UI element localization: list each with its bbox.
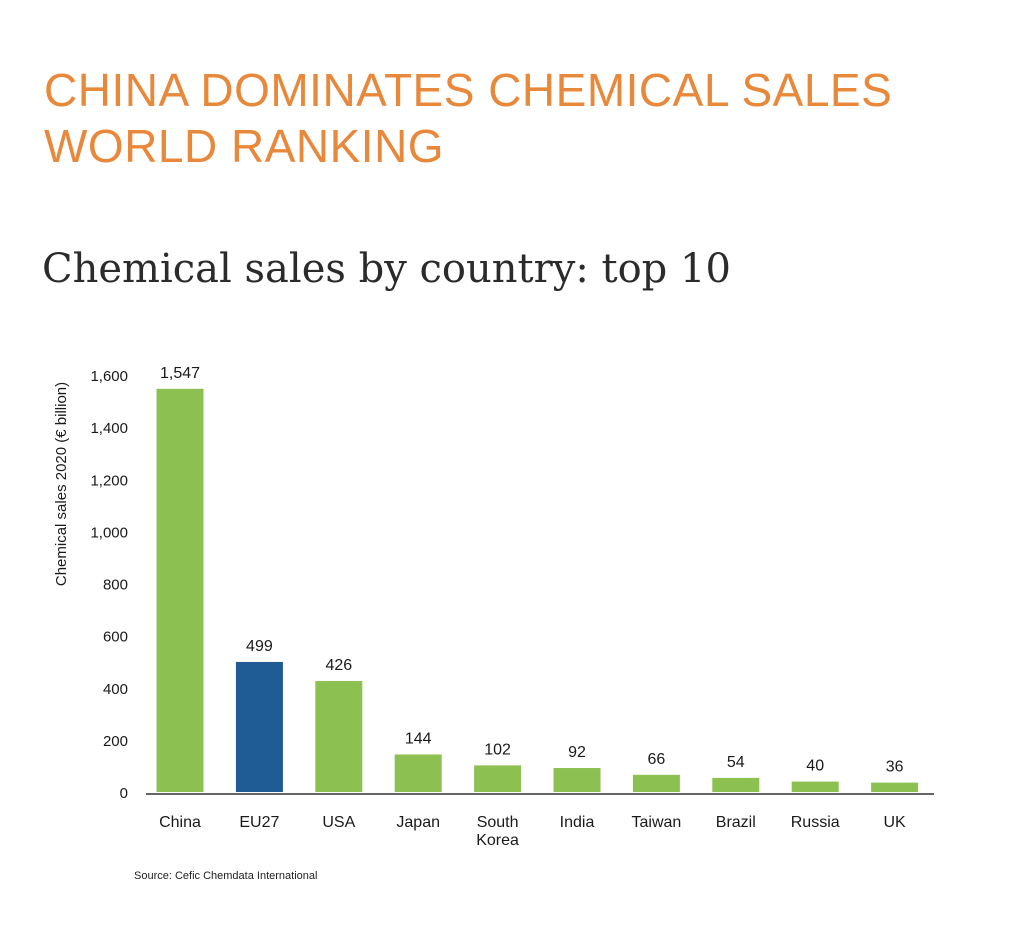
y-tick-label: 200 — [103, 733, 128, 750]
value-label-russia: 40 — [806, 758, 824, 775]
category-label-uk: UK — [883, 814, 906, 831]
value-label-usa: 426 — [325, 657, 352, 674]
value-label-taiwan: 66 — [648, 751, 666, 768]
category-label-russia: Russia — [791, 814, 840, 831]
y-tick-label: 1,200 — [90, 472, 128, 489]
y-axis-title: Chemical sales 2020 (€ billion) — [53, 382, 70, 586]
bar-india — [553, 768, 601, 792]
category-label-usa: USA — [322, 814, 355, 831]
value-label-india: 92 — [568, 744, 586, 761]
bar-south-korea — [474, 765, 522, 792]
value-label-japan: 144 — [405, 730, 432, 747]
bar-china — [156, 388, 204, 792]
bar-eu27 — [235, 661, 283, 792]
y-axis-title-group: Chemical sales 2020 (€ billion) — [53, 382, 70, 586]
headline-line-1: CHINA DOMINATES CHEMICAL SALES — [44, 64, 893, 116]
bar-taiwan — [632, 774, 680, 792]
bar-brazil — [712, 777, 760, 792]
y-tick-label: 400 — [103, 681, 128, 698]
category-label-japan: Japan — [396, 814, 440, 831]
category-label-taiwan: Taiwan — [631, 814, 681, 831]
x-axis-labels: China EU27 USA Japan South Korea India Taiwan Br… — [159, 814, 906, 849]
value-label-eu27: 499 — [246, 638, 273, 655]
value-label-uk: 36 — [886, 759, 904, 776]
chart-subtitle: Chemical sales by country: top 10 — [42, 246, 731, 292]
y-tick-label: 1,000 — [90, 524, 128, 541]
bar-usa — [315, 680, 363, 792]
headline: CHINA DOMINATES CHEMICAL SALES WORLD RAN… — [44, 62, 1014, 174]
value-label-south-korea: 102 — [484, 741, 511, 758]
category-label-india: India — [560, 814, 595, 831]
y-tick-label: 800 — [103, 577, 128, 594]
value-label-brazil: 54 — [727, 754, 745, 771]
category-label-brazil: Brazil — [716, 814, 756, 831]
headline-line-2: WORLD RANKING — [44, 120, 445, 172]
y-axis-ticks: 0 200 400 600 800 1,000 1,200 1,400 1,600 — [90, 368, 128, 802]
y-tick-label: 1,600 — [90, 368, 128, 385]
bar-uk — [871, 782, 919, 792]
value-labels: 1,547 499 426 144 102 92 66 54 40 36 — [160, 365, 904, 776]
category-label-south-korea: South Korea — [476, 814, 519, 849]
bar-japan — [394, 754, 442, 792]
y-tick-label: 600 — [103, 629, 128, 646]
y-tick-label: 1,400 — [90, 420, 128, 437]
category-label-eu27: EU27 — [239, 814, 279, 831]
y-tick-label: 0 — [120, 785, 128, 802]
bar-russia — [791, 781, 839, 792]
bars — [156, 388, 919, 792]
category-label-china: China — [159, 814, 201, 831]
source-note: Source: Cefic Chemdata International — [134, 870, 318, 882]
value-label-china: 1,547 — [160, 365, 200, 382]
